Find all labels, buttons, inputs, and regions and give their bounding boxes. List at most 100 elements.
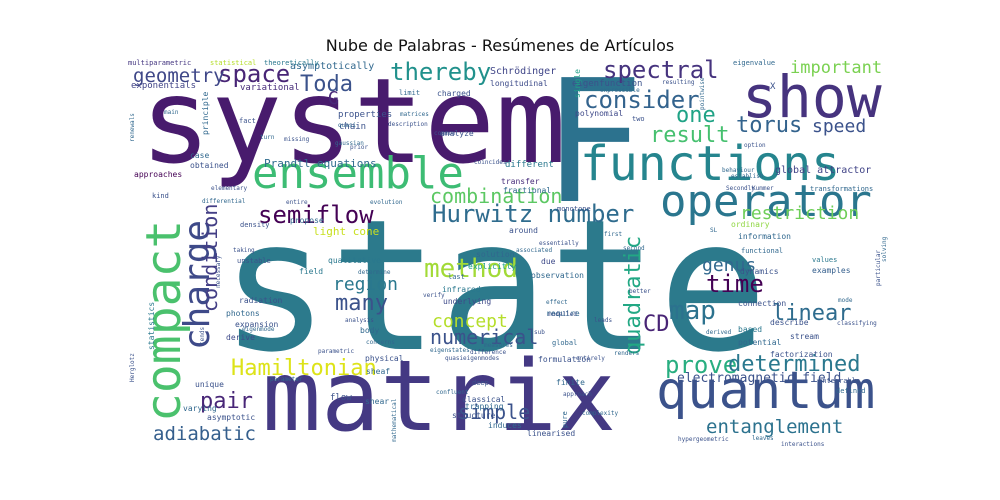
word-varying: varying bbox=[183, 404, 217, 413]
word-simple: simple bbox=[458, 400, 531, 424]
word-asymptotically: asymptotically bbox=[290, 61, 375, 72]
word-show: show bbox=[742, 63, 882, 131]
word-matrices: matrices bbox=[400, 111, 429, 118]
word-radiation: radiation bbox=[239, 296, 283, 305]
chart-title: Nube de Palabras - Resúmenes de Artículo… bbox=[325, 36, 675, 55]
word-variational: variational bbox=[240, 83, 300, 93]
word-essentially: essentially bbox=[539, 240, 579, 247]
word-entire: entire bbox=[286, 199, 308, 206]
word-mathematical: mathematical bbox=[391, 398, 398, 442]
word-density: density bbox=[240, 221, 270, 229]
word-examples: examples bbox=[812, 266, 851, 275]
word-secondly: Secondly bbox=[726, 185, 755, 192]
word-quasieigenmodes: quasieigenmodes bbox=[445, 355, 500, 362]
word-chain: chain bbox=[339, 122, 367, 132]
word-shear: shear bbox=[365, 397, 390, 406]
word-global: global bbox=[552, 339, 578, 347]
word-multiparametric: multiparametric bbox=[128, 59, 192, 67]
word-information: information bbox=[738, 232, 791, 241]
word-pointwise: pointwise bbox=[699, 77, 706, 110]
word-second: second bbox=[623, 245, 645, 252]
word-statistical: statistical bbox=[210, 59, 257, 67]
word-unstable: unstable bbox=[237, 257, 271, 265]
word-operator: operator bbox=[660, 176, 872, 227]
word-measures: measures bbox=[484, 342, 513, 349]
word-expressible: expressible bbox=[600, 87, 640, 94]
word-derived: derived bbox=[706, 329, 732, 336]
word-global-attractor: global attractor bbox=[775, 165, 872, 176]
word-renewals: renewals bbox=[129, 113, 136, 142]
word-different: different bbox=[505, 160, 554, 170]
word-polynomial: polynomial bbox=[575, 109, 624, 118]
word-method: method bbox=[424, 254, 518, 284]
word-eigenmode: eigenmode bbox=[242, 326, 275, 333]
word-induces: induces bbox=[488, 421, 522, 430]
word-observation: observation bbox=[531, 271, 584, 280]
word-kummer: Kummer bbox=[752, 185, 774, 192]
word-eigenvalue: eigenvalue bbox=[733, 59, 776, 67]
word-transformations: transformations bbox=[810, 185, 874, 193]
word-kind: kind bbox=[152, 192, 169, 200]
word-fractional: fractional bbox=[503, 186, 552, 195]
word-pure: pure bbox=[561, 411, 569, 428]
word-restriction: restriction bbox=[740, 203, 860, 224]
word-tends: tends bbox=[199, 326, 206, 345]
word-behaviour: behaviour bbox=[722, 167, 755, 174]
word-last: last bbox=[448, 273, 465, 281]
word-f: F bbox=[542, 58, 645, 242]
word-herglotz: Herglotz bbox=[129, 353, 136, 382]
word-single: single bbox=[573, 69, 582, 98]
word-require: require bbox=[546, 309, 580, 318]
word-describe: describe bbox=[770, 318, 809, 327]
word-finite: finite bbox=[556, 378, 585, 387]
word-torus: torus bbox=[736, 113, 803, 138]
word-resulting: resulting bbox=[662, 79, 695, 86]
word-factorization: factorization bbox=[770, 350, 833, 359]
word-parametric: parametric bbox=[318, 348, 355, 355]
word-complexity: complexity bbox=[582, 410, 619, 417]
word-underlying: underlying bbox=[443, 297, 492, 306]
word-many: many bbox=[335, 291, 388, 316]
word-propose: propose bbox=[290, 216, 324, 225]
word-leaves: leaves bbox=[752, 435, 774, 442]
word-first: first bbox=[604, 231, 623, 238]
word-statistics: statistics bbox=[147, 301, 156, 350]
word-values: values bbox=[812, 256, 838, 264]
word-spectral: spectral bbox=[603, 58, 719, 84]
word-principle: principle bbox=[201, 91, 210, 135]
word-pair: pair bbox=[200, 389, 253, 414]
word-map: map bbox=[669, 296, 716, 326]
word-option: option bbox=[744, 142, 766, 149]
word-body: body bbox=[360, 326, 380, 335]
word-charged: charged bbox=[437, 89, 471, 98]
word-expansion: expansion bbox=[235, 320, 279, 329]
word-difference: difference bbox=[470, 349, 507, 356]
word-connection: connection bbox=[738, 299, 787, 308]
word-solving: solving bbox=[881, 236, 888, 262]
word-sl: SL bbox=[710, 227, 718, 234]
word-structure: structure bbox=[452, 411, 496, 420]
word-quantum: quantum bbox=[656, 361, 876, 421]
word-field: field bbox=[299, 267, 324, 276]
word-interactions: interactions bbox=[781, 441, 825, 448]
word-derive: derive bbox=[226, 333, 255, 342]
word-geometry: geometry bbox=[133, 65, 225, 87]
word-renders: renders bbox=[614, 350, 640, 357]
word-approach: approach bbox=[563, 391, 592, 398]
word-theoretically: theoretically bbox=[264, 59, 319, 67]
word-photons: photons bbox=[226, 309, 260, 318]
word-entirely: entirely bbox=[576, 355, 605, 362]
word-confluent: confluent bbox=[436, 389, 469, 396]
word-entanglement: entanglement bbox=[706, 416, 844, 438]
word-cd: CD bbox=[643, 312, 670, 337]
word-properties: properties bbox=[338, 110, 393, 120]
word-defined: defined bbox=[836, 387, 866, 395]
word-formulation: formulation bbox=[538, 355, 591, 364]
word-description: description bbox=[388, 121, 428, 128]
word-linear: linear bbox=[772, 301, 852, 326]
word-electromagnetic-field: electromagnetic field bbox=[677, 371, 842, 386]
word-one: one bbox=[676, 103, 716, 128]
word-gaussian: gaussian bbox=[335, 140, 364, 147]
word-parameter: parameter bbox=[270, 376, 303, 383]
